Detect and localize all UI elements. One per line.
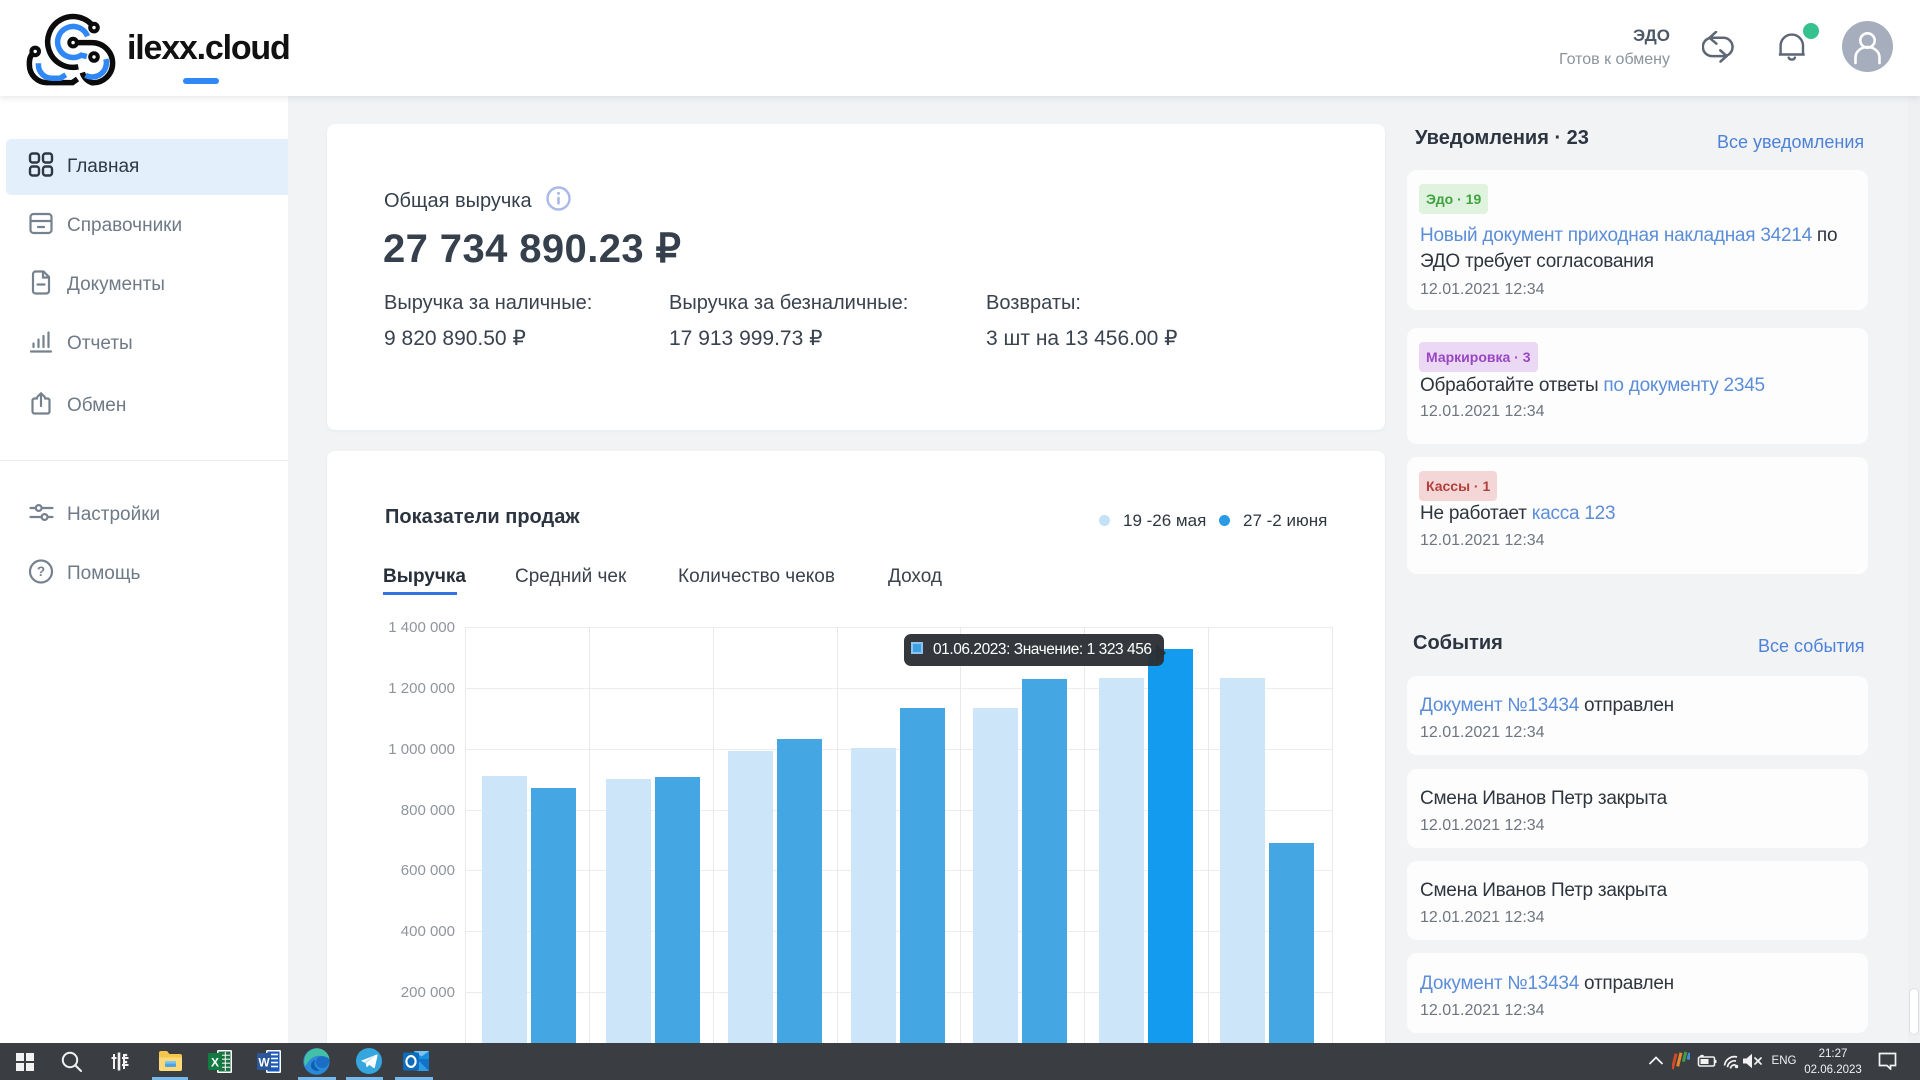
svg-text:X: X (211, 1055, 219, 1069)
svg-text:?: ? (37, 564, 45, 579)
svg-text:W: W (258, 1055, 270, 1069)
